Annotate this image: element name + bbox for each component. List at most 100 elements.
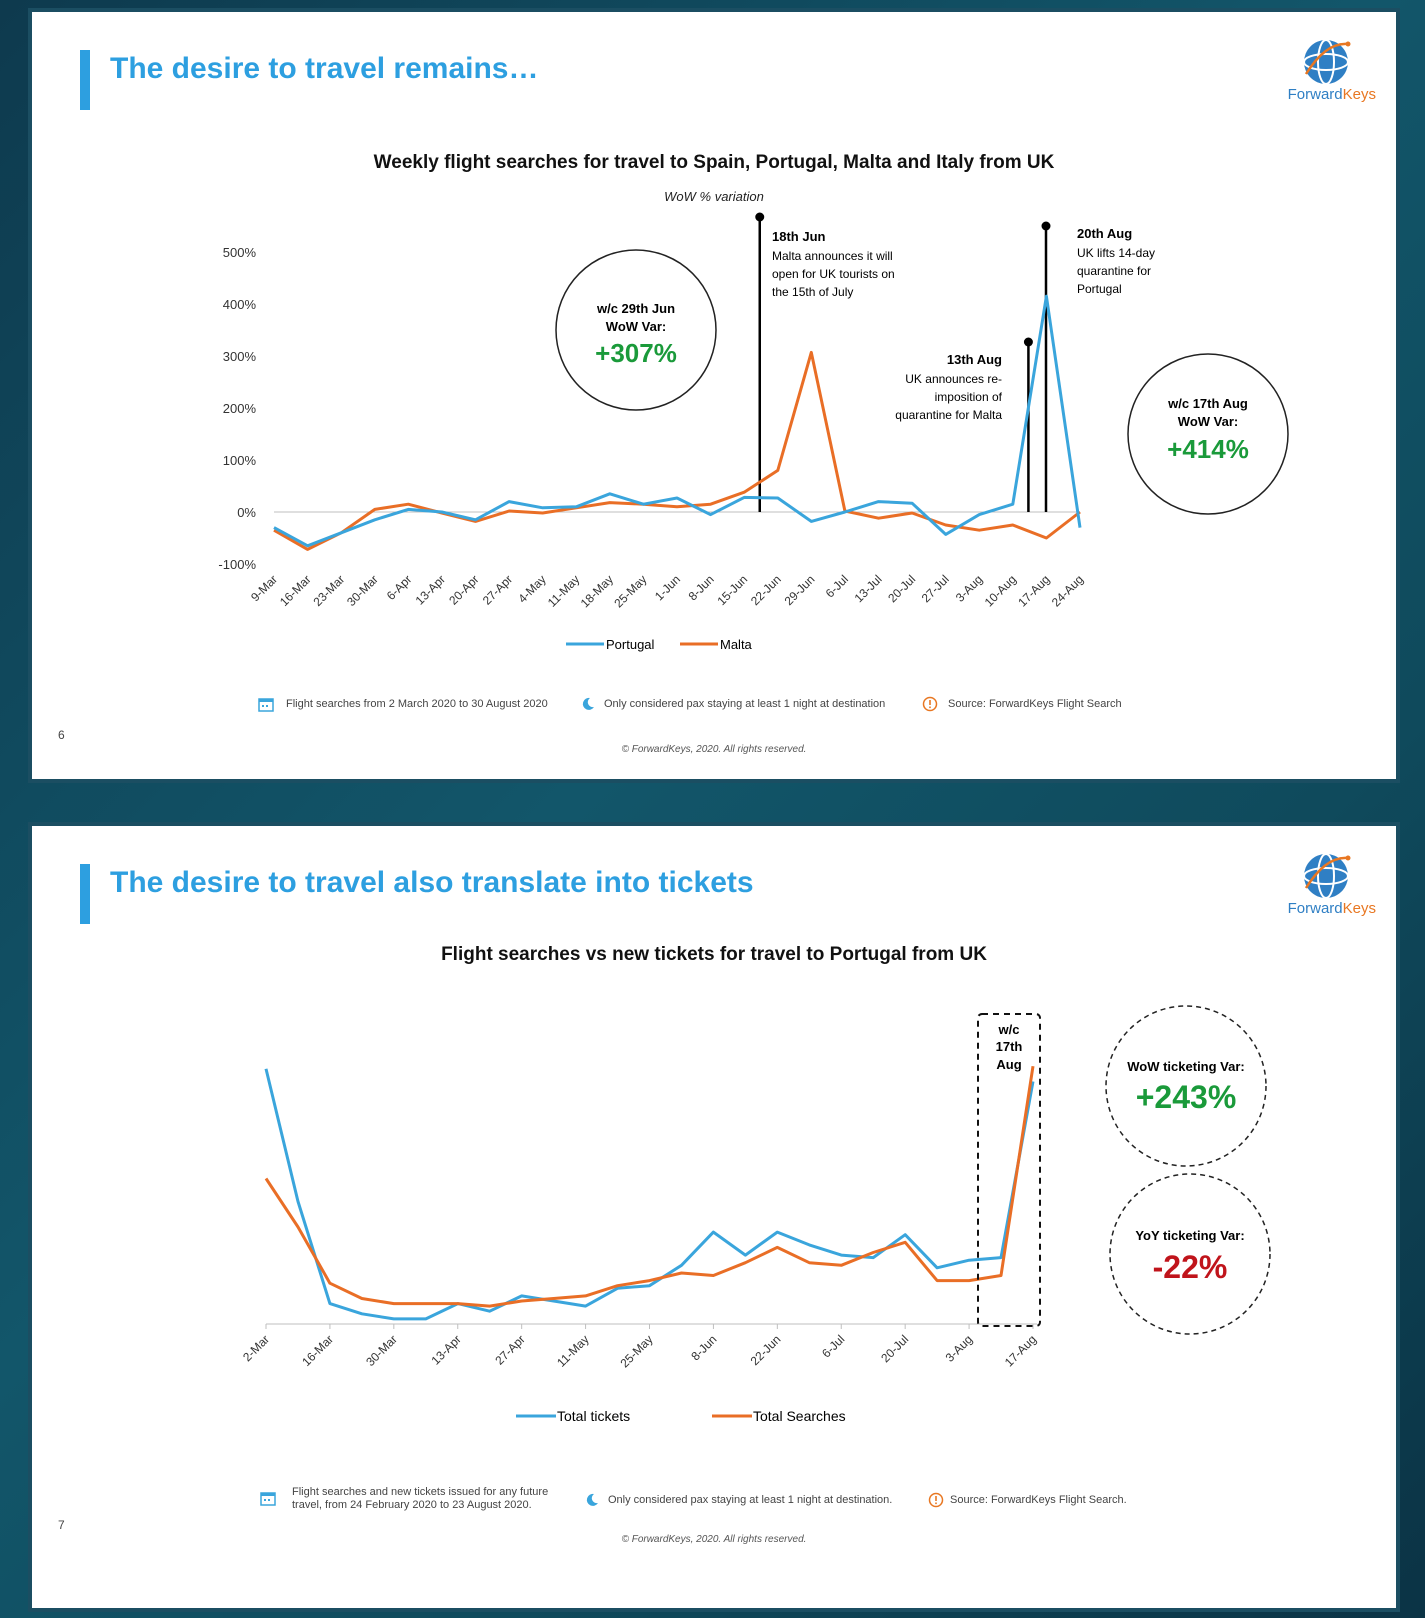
annot-18jun-line2: open for UK tourists on [772, 267, 895, 281]
x-tick-label: 6-Jul [823, 572, 851, 600]
y-tick-label: 200% [223, 401, 257, 416]
x-tick-label: 27-Apr [492, 1332, 527, 1367]
moon-icon [582, 697, 594, 710]
annot-13aug-head: 13th Aug [947, 352, 1002, 367]
x-tick-label: 4-May [515, 572, 548, 605]
x-tick-label: 27-Jul [919, 572, 952, 605]
annot-20aug-head: 20th Aug [1077, 226, 1132, 241]
x-tick-label: 30-Mar [344, 572, 381, 609]
highlight-box-17aug [977, 1013, 1041, 1327]
info-alert-icon [928, 1492, 944, 1508]
chart-legend: Total tickets Total Searches [516, 1408, 846, 1424]
x-tick-label: 10-Aug [982, 572, 1019, 609]
footer-source: Source: ForwardKeys Flight Search [922, 696, 1122, 712]
annot-18jun-head: 18th Jun [772, 229, 826, 244]
x-tick-label: 30-Mar [363, 1332, 400, 1369]
x-tick-label: 13-Jul [852, 572, 885, 605]
legend-tickets-label: Total tickets [557, 1408, 630, 1424]
slide-title: The desire to travel also translate into… [110, 866, 754, 899]
callout-yoy-label: YoY ticketing Var: [1135, 1228, 1244, 1243]
x-tick-label: 16-Mar [277, 572, 314, 609]
slide-7: The desire to travel also translate into… [28, 822, 1400, 1612]
annot-13aug-line3: quarantine for Malta [895, 408, 1002, 422]
x-tick-label: 25-May [617, 1332, 655, 1370]
series-line-total-searches [264, 1065, 1035, 1308]
y-tick-label: 0% [237, 505, 256, 520]
chart-title: Weekly flight searches for travel to Spa… [373, 152, 1055, 173]
globe-icon [1303, 39, 1351, 85]
x-tick-label: 17-Aug [1015, 572, 1052, 609]
x-tick-label: 13-Apr [413, 572, 448, 607]
slide-title: The desire to travel remains… [110, 52, 539, 85]
callout-17aug-line1: w/c 17th Aug [1167, 396, 1248, 411]
highlight-box-line2: 17th [996, 1039, 1023, 1054]
copyright: © ForwardKeys, 2020. All rights reserved… [621, 744, 807, 755]
legend-portugal-label: Portugal [606, 637, 655, 652]
x-tick-label: 29-Jun [782, 572, 818, 608]
x-tick-label: 9-Mar [248, 572, 280, 604]
annot-13aug-line1: UK announces re- [905, 372, 1002, 386]
x-tick-label: 8-Jun [688, 1332, 719, 1363]
x-tick-label: 6-Jul [819, 1332, 847, 1360]
slide-6: The desire to travel remains… ForwardKey… [28, 8, 1400, 783]
annot-18jun-line3: the 15th of July [772, 285, 853, 299]
footer-stay-note: Only considered pax staying at least 1 n… [580, 696, 885, 712]
logo-wordmark: ForwardKeys [1287, 86, 1376, 103]
footer-calendar-line2: travel, from 24 February 2020 to 23 Augu… [292, 1499, 532, 1511]
callout-17aug-line2: WoW Var: [1178, 414, 1238, 429]
x-tick-label: 11-May [554, 1332, 592, 1370]
page-number: 7 [58, 1518, 65, 1532]
x-tick-label: 17-Aug [1002, 1332, 1039, 1369]
x-tick-label: 1-Jun [652, 572, 683, 603]
y-tick-label: 300% [223, 349, 257, 364]
x-tick-label: 23-Mar [311, 572, 348, 609]
callout-wow-value: +243% [1136, 1079, 1237, 1115]
annot-20aug-line2: quarantine for [1077, 264, 1151, 278]
callout-17aug-value: +414% [1167, 434, 1249, 464]
annot-20aug-line3: Portugal [1077, 282, 1122, 296]
logo-wordmark: ForwardKeys [1287, 900, 1376, 917]
chart-subtitle: WoW % variation [664, 189, 764, 204]
line-chart-wow-variation: 500%400%300%200%100%0%-100% 9-Mar16-Mar2… [218, 212, 1289, 652]
x-tick-label: 18-May [578, 572, 616, 610]
title-accent-bar [80, 864, 90, 924]
x-tick-label: 20-Jul [878, 1332, 911, 1365]
calendar-icon [258, 698, 274, 712]
copyright: © ForwardKeys, 2020. All rights reserved… [621, 1534, 807, 1545]
info-alert-icon [922, 696, 938, 712]
callout-29jun-line1: w/c 29th Jun [596, 301, 675, 316]
page-number: 6 [58, 728, 65, 742]
callout-circle-yoy [1109, 1173, 1271, 1335]
y-tick-label: 100% [223, 453, 257, 468]
x-tick-label: 2-Mar [240, 1332, 272, 1364]
x-tick-label: 24-Aug [1049, 572, 1086, 609]
legend-searches-label: Total Searches [753, 1408, 846, 1424]
title-accent-bar [80, 50, 90, 110]
event-marker-dot [1041, 221, 1051, 231]
x-tick-label: 25-May [611, 572, 649, 610]
x-tick-label: 8-Jun [686, 572, 717, 603]
x-tick-label: 16-Mar [299, 1332, 336, 1369]
x-tick-label: 27-Apr [480, 572, 515, 607]
legend-malta-label: Malta [720, 637, 753, 652]
chart-title: Flight searches vs new tickets for trave… [441, 944, 987, 965]
callout-circle-wow [1105, 1005, 1267, 1167]
moon-icon [586, 1493, 598, 1506]
y-tick-label: 400% [223, 297, 257, 312]
footer-calendar: Flight searches and new tickets issued f… [260, 1486, 548, 1512]
globe-icon [1303, 853, 1351, 899]
calendar-icon [260, 1492, 276, 1506]
event-marker-dot [1023, 337, 1033, 347]
footer-source: Source: ForwardKeys Flight Search. [928, 1492, 1127, 1508]
series-line-total-tickets [264, 1068, 1035, 1321]
callout-wow-label: WoW ticketing Var: [1127, 1059, 1245, 1074]
chart-legend: Portugal Malta [566, 637, 753, 652]
annot-20aug-line1: UK lifts 14-day [1077, 246, 1155, 260]
footer-calendar-line1: Flight searches and new tickets issued f… [292, 1486, 549, 1498]
x-tick-label: 22-Jun [748, 572, 784, 608]
callout-yoy-value: -22% [1153, 1249, 1228, 1285]
highlight-box-line1: w/c [998, 1022, 1020, 1037]
series-line-malta [273, 350, 1081, 551]
y-tick-label: 500% [223, 245, 257, 260]
series-line-portugal [273, 294, 1082, 548]
